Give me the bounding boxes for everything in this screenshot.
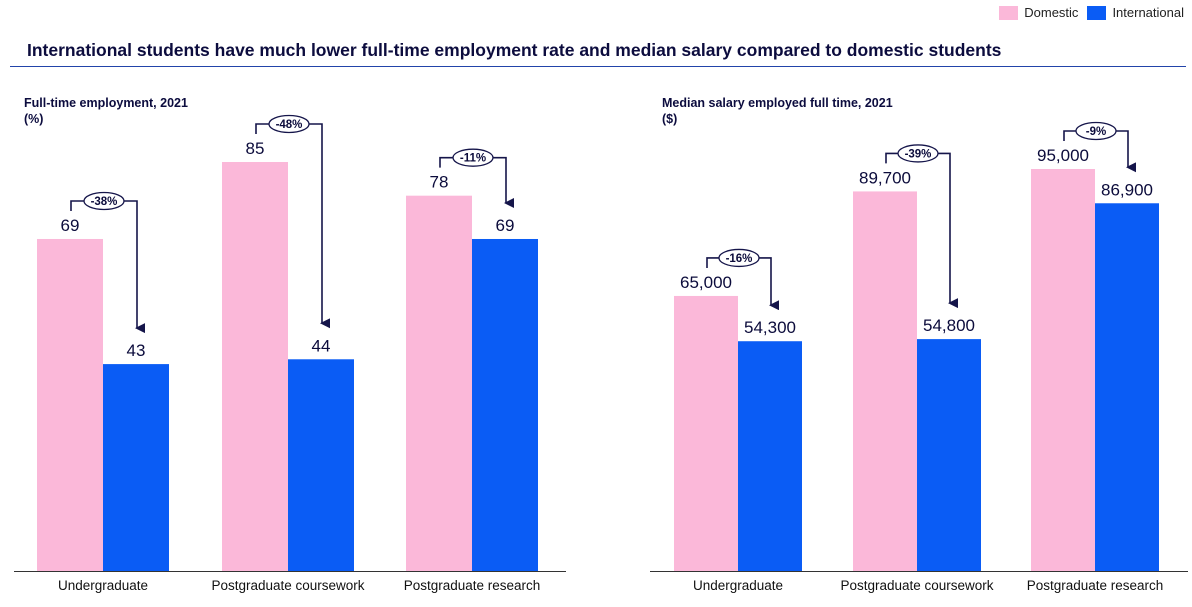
legend: Domestic International [990,5,1184,20]
salary-difference-label-1: -39% [905,148,932,160]
right-chart-title: Median salary employed full time, 2021 [662,96,893,110]
employment-bar-domestic-1 [222,162,288,571]
employment-bar-international-2 [472,238,538,572]
salary-category-label-2: Postgraduate research [1027,578,1164,593]
salary-value-international-2: 86,900 [1101,180,1153,199]
salary-value-international-1: 54,800 [923,316,975,335]
left-chart-unit: (%) [24,112,44,126]
employment-value-international-1: 44 [312,336,331,355]
salary-difference-badge-1 [897,144,939,163]
employment-value-domestic-2: 78 [430,173,449,192]
salary-difference-label-2: -9% [1086,126,1106,138]
salary-bar-domestic-2 [1031,169,1095,571]
salary-category-label-0: Undergraduate [693,578,783,593]
salary-category-label-1: Postgraduate coursework [840,578,993,593]
employment-bar-international-0 [103,364,169,571]
salary-bar-international-0 [738,341,802,571]
employment-bar-international-1 [288,359,354,571]
legend-swatch-international [1087,5,1107,20]
salary-bar-international-2 [1095,203,1159,571]
salary-value-domestic-2: 95,000 [1037,146,1089,165]
employment-difference-badge-1 [268,114,310,134]
employment-difference-label-2: -11% [460,153,486,165]
salary-bar-domestic-1 [853,191,917,571]
salary-value-domestic-0: 65,000 [680,273,732,292]
salary-bar-domestic-0 [674,295,738,571]
employment-difference-label-1: -48% [276,119,303,131]
employment-value-domestic-0: 69 [61,216,80,235]
salary-difference-badge-2 [1075,121,1117,141]
legend-swatch-domestic [999,5,1019,20]
employment-category-label-0: Undergraduate [58,578,148,593]
salary-bar-international-1 [917,339,981,571]
salary-difference-label-0: -16% [726,253,753,265]
right-chart-unit: ($) [662,112,678,126]
left-chart-title: Full-time employment, 2021 [24,96,188,110]
employment-value-international-2: 69 [496,216,515,235]
employment-category-label-2: Postgraduate research [404,578,541,593]
main-title: International students have much lower f… [27,40,1002,60]
salary-value-domestic-1: 89,700 [859,168,911,187]
legend-label-domestic: Domestic [1024,5,1079,20]
employment-value-international-0: 43 [127,341,146,360]
employment-category-label-1: Postgraduate coursework [211,578,364,593]
left-chart-title-block: Full-time employment, 2021 (%) [24,95,188,127]
employment-difference-badge-2 [452,148,494,167]
employment-bar-domestic-2 [406,195,472,571]
salary-difference-badge-0 [718,248,760,268]
employment-difference-label-0: -38% [91,196,118,208]
legend-item-international: International [1087,5,1184,20]
employment-difference-badge-0 [83,191,125,211]
employment-bar-domestic-0 [37,238,103,572]
employment-value-domestic-1: 85 [246,139,265,158]
legend-item-domestic: Domestic [999,5,1078,20]
salary-value-international-0: 54,300 [744,318,796,337]
title-divider [10,66,1186,67]
right-chart-title-block: Median salary employed full time, 2021 (… [662,95,893,127]
legend-label-international: International [1112,5,1184,20]
